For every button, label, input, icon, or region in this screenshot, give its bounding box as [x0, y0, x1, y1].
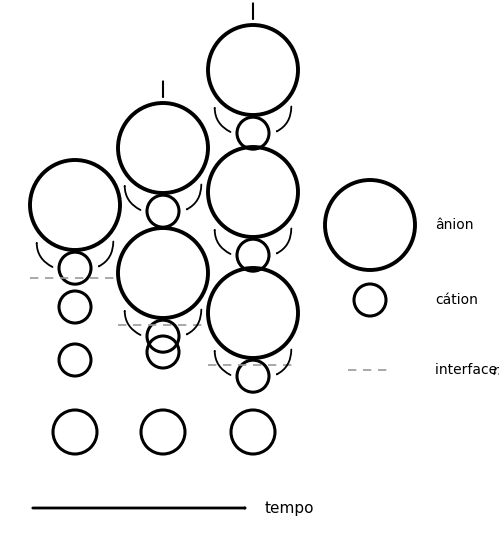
Text: m/f: m/f: [493, 363, 499, 377]
Text: ânion: ânion: [435, 218, 474, 232]
Text: cátion: cátion: [435, 293, 478, 307]
Text: interface: interface: [435, 363, 499, 377]
Text: tempo: tempo: [265, 501, 314, 515]
